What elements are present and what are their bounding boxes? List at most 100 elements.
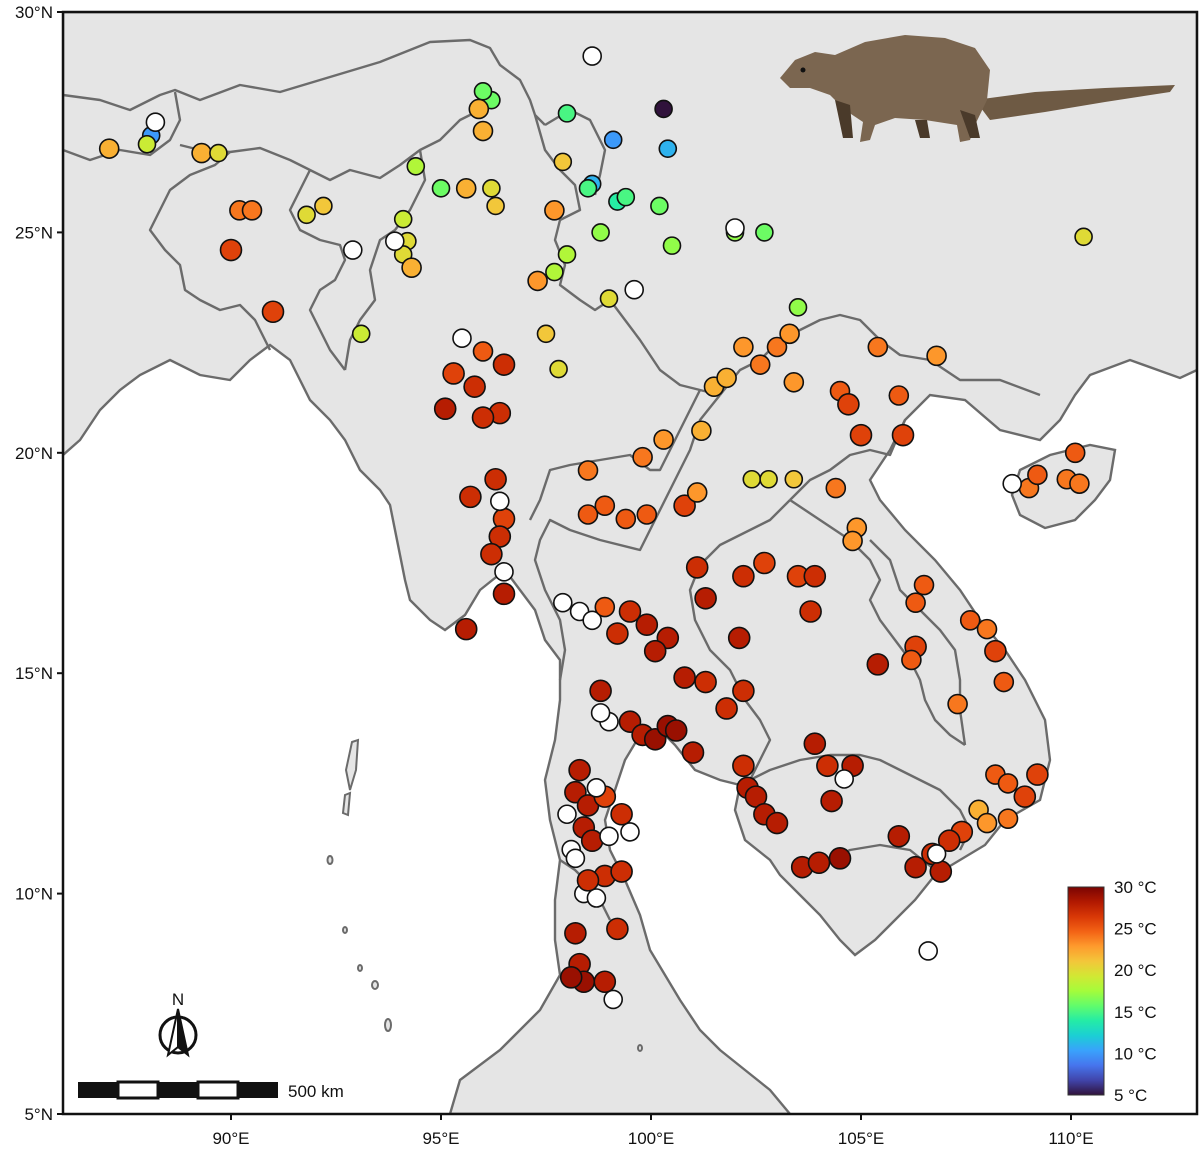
scale-seg-5 [238,1082,278,1098]
occurrence-point [888,385,910,406]
occurrence-point [219,238,243,262]
lon-tick-label: 110°E [1048,1129,1093,1148]
occurrence-points [98,46,1093,1010]
occurrence-point [662,236,682,255]
occurrence-point [610,860,633,883]
occurrence-point [565,848,586,869]
occurrence-point [620,822,640,842]
north-arrow-label: N [172,990,184,1009]
occurrence-point [993,671,1015,693]
occurrence-point [557,245,577,264]
occurrence-point [486,196,505,216]
lat-tick-label: 30°N [15,3,53,22]
occurrence-point [732,754,755,778]
occurrence-point [636,504,658,525]
occurrence-point [816,754,839,778]
occurrence-point [599,826,619,847]
occurrence-point [393,209,413,229]
occurrence-point [594,495,616,516]
andaman-islands [326,738,643,1052]
occurrence-point [913,574,935,596]
occurrence-point [1002,473,1023,494]
lat-tick-label: 10°N [15,885,53,904]
occurrence-point [733,336,754,358]
mongoose-eye [800,67,806,73]
occurrence-point [549,359,568,379]
occurrence-point [191,142,212,164]
occurrence-point [610,802,633,826]
occurrence-point [145,112,166,132]
occurrence-point [468,98,490,120]
occurrence-point [527,270,548,292]
occurrence-point [1069,473,1090,494]
occurrence-point [753,551,776,575]
occurrence-point [867,336,889,358]
occurrence-point [559,966,583,989]
lat-tick-label: 15°N [15,664,53,683]
occurrence-point [544,200,565,221]
mongoose-body [780,35,990,142]
occurrence-point [442,362,465,385]
occurrence-point [807,851,831,875]
scale-seg-4 [196,1080,240,1100]
occurrence-point [803,732,827,756]
lat-tick-label: 25°N [15,223,53,242]
occurrence-point [599,289,619,308]
latitude-axis: 30°N 25°N 20°N 15°N 10°N 5°N [15,3,63,1124]
occurrence-point [959,610,981,631]
occurrence-point [842,530,863,552]
occurrence-point [905,592,926,613]
occurrence-point [297,205,316,225]
occurrence-point [482,179,501,198]
mongoose-legs [835,100,980,138]
occurrence-point [582,46,603,66]
occurrence-point [603,989,624,1010]
occurrence-point [494,562,514,582]
occurrence-point [976,618,998,640]
legend-label: 15 °C [1114,1003,1157,1022]
legend-label: 30 °C [1114,878,1157,897]
occurrence-point [616,187,636,207]
occurrence-point [473,82,493,101]
occurrence-point [384,231,405,252]
scale-seg-3 [158,1082,198,1098]
occurrence-point [901,649,922,671]
legend-colorbar [1067,886,1105,1096]
occurrence-point [586,888,607,908]
occurrence-point [624,279,645,300]
occurrence-point [799,600,822,623]
mongoose-photo [780,35,1175,142]
occurrence-point [784,469,804,489]
occurrence-point [742,469,762,489]
occurrence-point [591,223,610,242]
occurrence-point [401,257,422,278]
occurrence-point [606,917,629,941]
occurrence-point [658,139,678,158]
occurrence-point [433,397,457,421]
occurrence-point [715,697,738,720]
occurrence-point [694,670,717,694]
occurrence-point [820,789,843,813]
lon-tick-label: 100°E [628,1129,675,1148]
occurrence-point [997,773,1019,794]
occurrence-point [489,491,510,512]
occurrence-point [472,341,494,362]
occurrence-point [1064,442,1086,464]
north-arrow: N [158,990,198,1058]
lat-tick-label: 5°N [24,1105,53,1124]
occurrence-point [1026,763,1049,786]
occurrence-point [1013,785,1037,808]
occurrence-point [654,99,673,119]
occurrence-point [732,679,755,703]
occurrence-point [209,143,228,163]
occurrence-point [937,829,961,853]
occurrence-point [582,610,603,631]
occurrence-point [837,393,860,416]
scale-bar: 500 km [78,1080,344,1101]
occurrence-point [691,420,712,442]
occurrence-point [455,178,477,199]
occurrence-point [589,679,612,703]
occurrence-point [725,218,745,238]
map-frame [61,10,1199,1116]
